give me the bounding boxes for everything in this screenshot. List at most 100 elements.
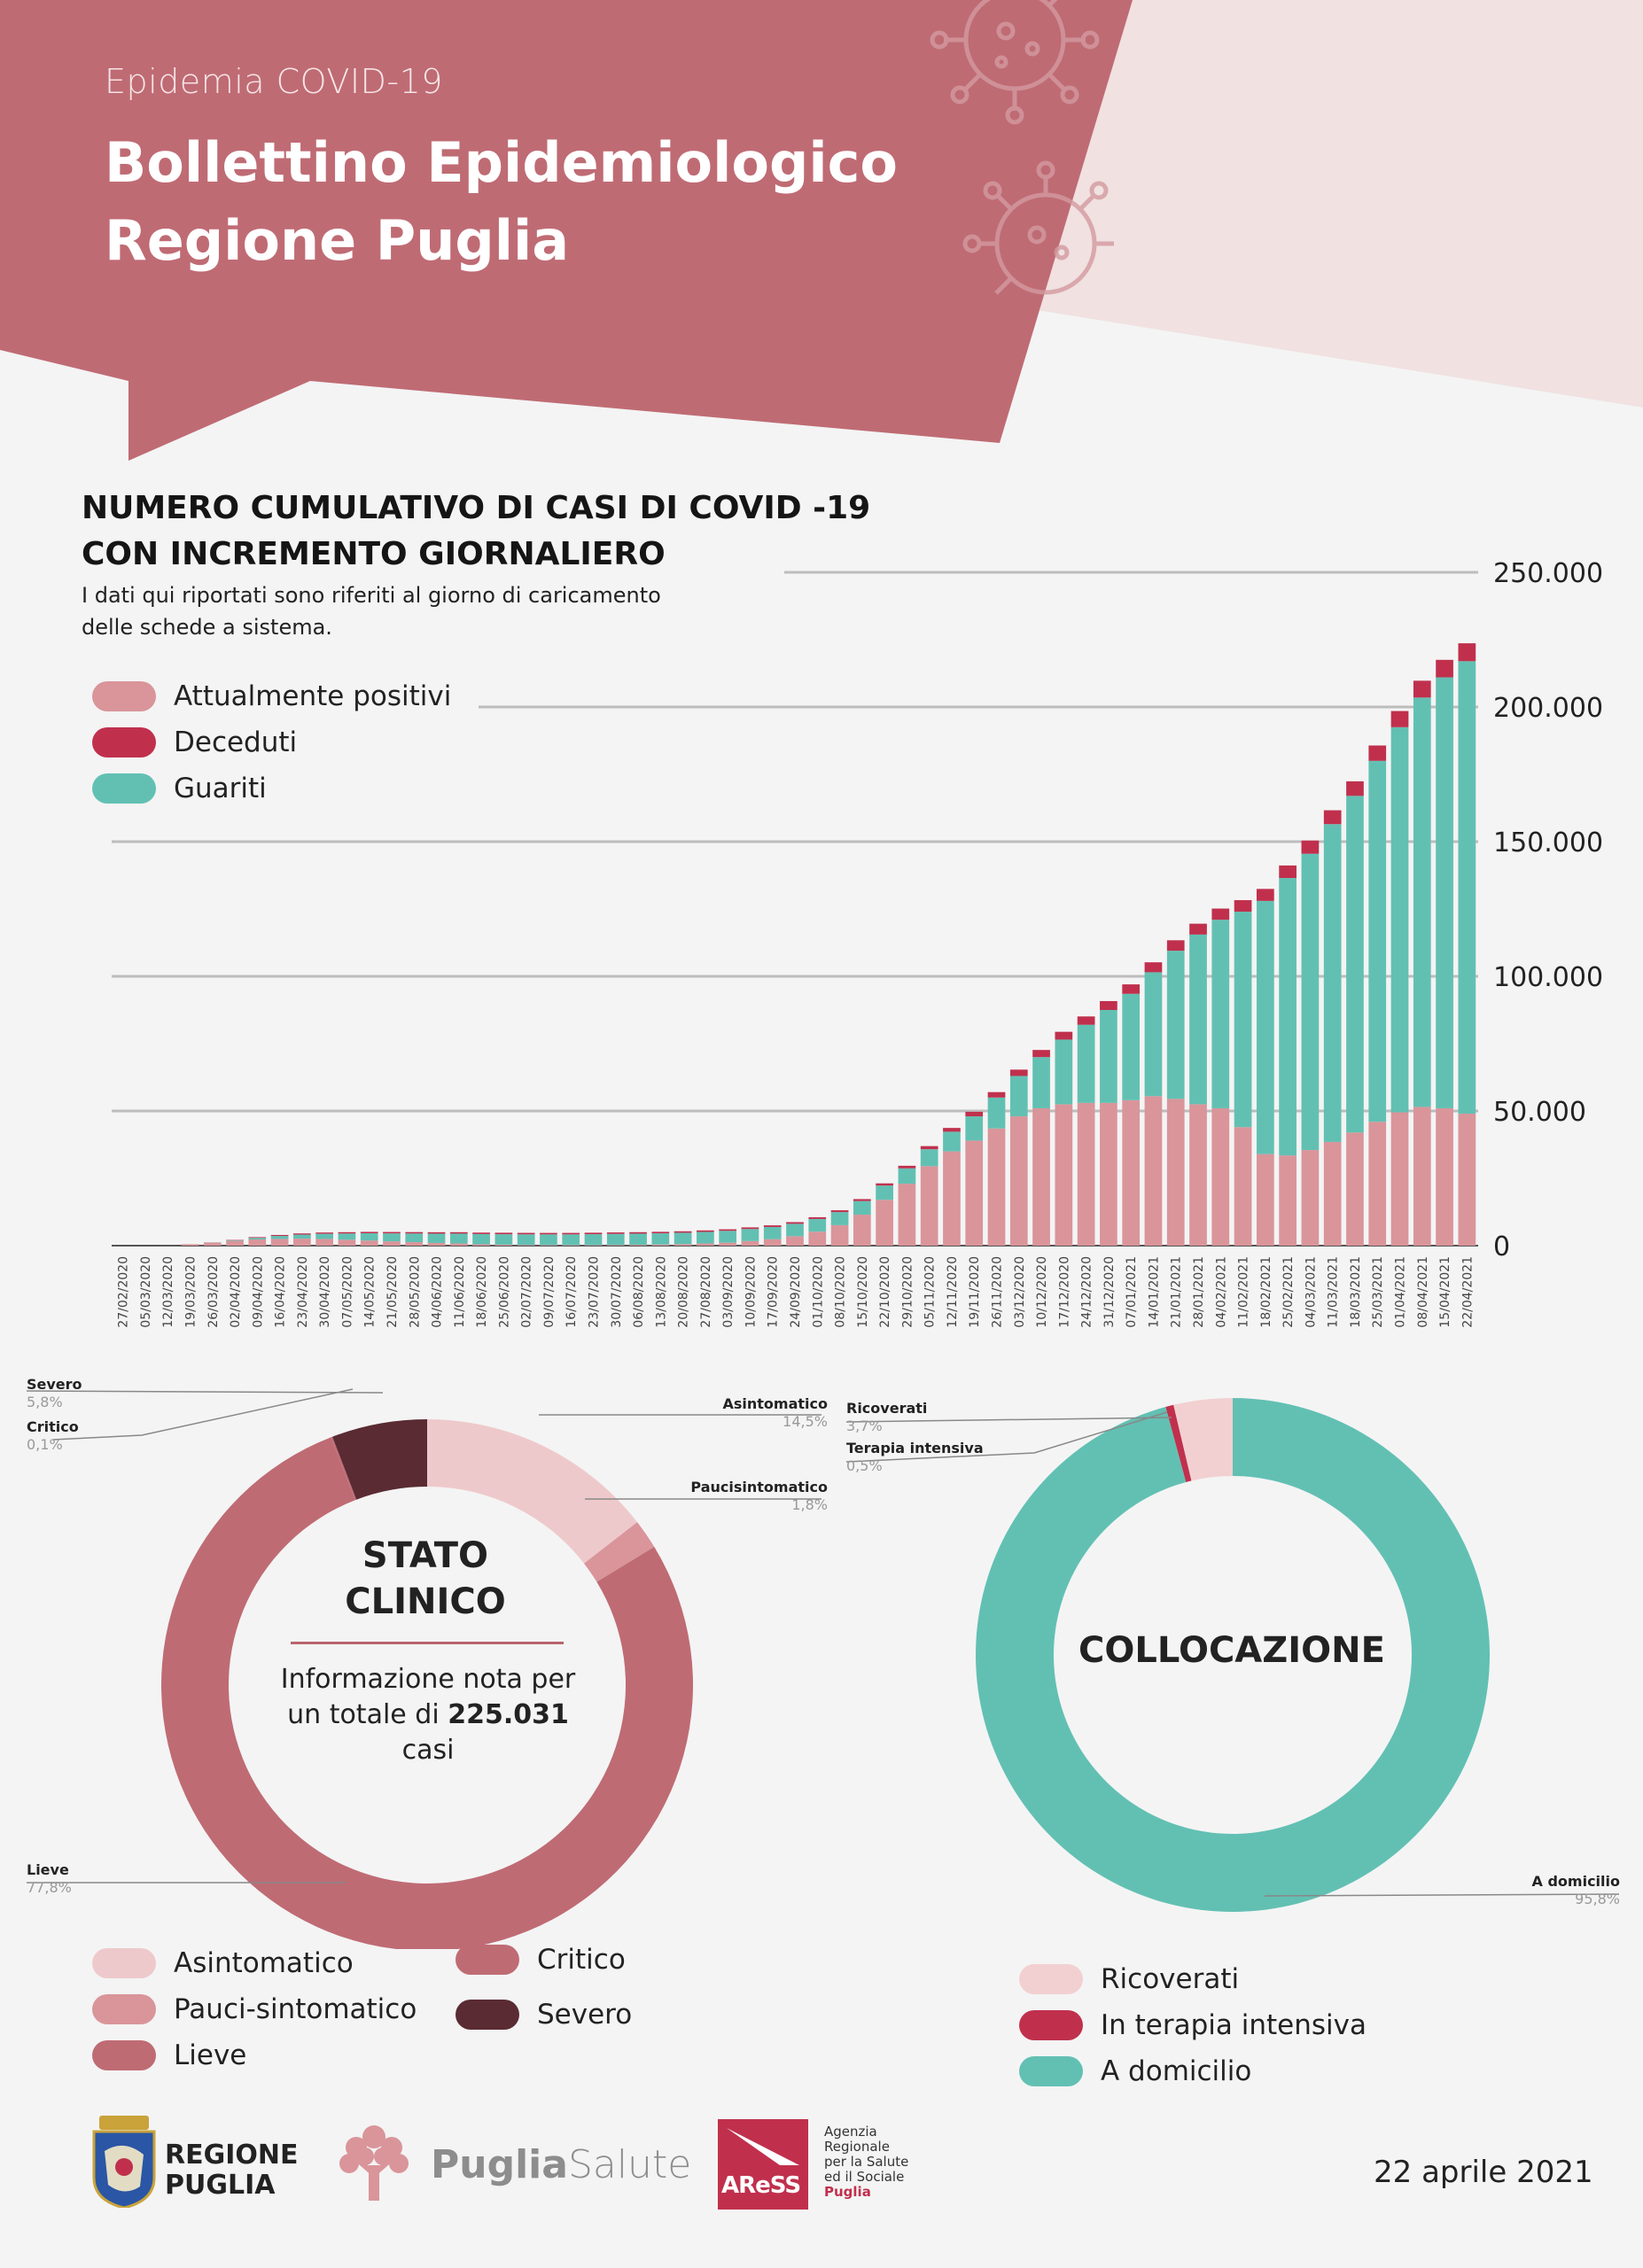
chart-title-line2: CON INCREMENTO GIORNALIERO: [82, 536, 666, 572]
bar-segment-guariti: [1458, 661, 1476, 1115]
bar-segment-guariti: [315, 1233, 334, 1239]
bar-16/07/2020: [562, 1232, 580, 1246]
bar-03/09/2020: [719, 1229, 737, 1246]
salute-word: Salute: [567, 2142, 692, 2187]
legend-swatch-asintomatico: [92, 1948, 156, 1978]
bar-segment-attualmente-positivi: [876, 1200, 893, 1246]
bar-segment-guariti: [1211, 920, 1230, 1108]
y-tick-label: 250.000: [1493, 558, 1603, 589]
x-tick-label: 25/06/2020: [497, 1256, 511, 1328]
bar-segment-deceduti: [360, 1231, 378, 1234]
regione-puglia-logo-text: REGIONE PUGLIA: [165, 2140, 298, 2201]
x-tick-label: 03/12/2020: [1013, 1256, 1027, 1328]
y-tick-label: 200.000: [1493, 693, 1603, 724]
bar-segment-guariti: [1323, 824, 1342, 1142]
legend-item-a-domicilio: A domicilio: [1019, 2055, 1367, 2087]
bar-segment-guariti: [540, 1234, 557, 1246]
legend-swatch-deceduti: [92, 727, 156, 757]
bar-segment-attualmente-positivi: [606, 1245, 625, 1246]
aress-desc-3: per la Salute: [824, 2154, 909, 2170]
bar-segment-deceduti: [1279, 865, 1296, 879]
legend-swatch-severo: [456, 2000, 519, 2030]
bar-segment-guariti: [562, 1234, 580, 1246]
annotation-severo-label: Severo: [27, 1376, 82, 1393]
bar-segment-deceduti: [876, 1183, 893, 1186]
bar-segment-attualmente-positivi: [1458, 1114, 1476, 1246]
bar-segment-deceduti: [494, 1232, 513, 1235]
bar-15/04/2021: [1436, 659, 1453, 1246]
annotation-ricoverati-pct: 3,7%: [846, 1418, 883, 1434]
bar-segment-attualmente-positivi: [405, 1242, 424, 1246]
annotation-ricoverati-label: Ricoverati: [846, 1400, 928, 1417]
x-tick-label: 30/07/2020: [610, 1256, 624, 1328]
collocazione-slice-terapia-intensiva: [1165, 1404, 1192, 1482]
bar-22/04/2021: [1458, 643, 1476, 1246]
chart-title-line1: NUMERO CUMULATIVO DI CASI DI COVID -19: [82, 490, 871, 526]
x-tick-label: 10/09/2020: [744, 1256, 758, 1328]
stato-legend-col1: Asintomatico Pauci-sintomatico Lieve: [92, 1947, 417, 2071]
x-tick-label: 07/05/2020: [340, 1256, 354, 1328]
bar-segment-attualmente-positivi: [1413, 1107, 1431, 1246]
x-tick-label: 18/03/2021: [1349, 1256, 1363, 1328]
bar-segment-deceduti: [315, 1232, 334, 1234]
y-tick-label: 0: [1493, 1231, 1510, 1262]
chart-title: NUMERO CUMULATIVO DI CASI DI COVID -19 C…: [82, 485, 870, 578]
bar-segment-guariti: [786, 1223, 804, 1237]
annotation-lieve: Lieve 77,8%: [27, 1861, 72, 1897]
bar-03/12/2020: [1009, 1069, 1028, 1246]
annotation-ti-label: Terapia intensiva: [846, 1440, 984, 1456]
stato-info-prefix: un totale di: [287, 1699, 440, 1730]
chart-note: I dati qui riportati sono riferiti al gi…: [82, 579, 661, 643]
bar-segment-deceduti: [763, 1225, 782, 1227]
bar-segment-deceduti: [427, 1231, 446, 1234]
bar-segment-guariti: [226, 1239, 244, 1241]
bar-segment-deceduti: [584, 1232, 603, 1235]
bar-segment-deceduti: [1055, 1031, 1073, 1040]
bar-segment-guariti: [472, 1233, 490, 1245]
bar-19/03/2020: [181, 1244, 199, 1246]
annotation-lieve-label: Lieve: [27, 1861, 69, 1878]
x-tick-label: 20/08/2020: [677, 1256, 691, 1328]
x-tick-label: 09/04/2020: [251, 1256, 265, 1328]
aress-description: Agenzia Regionale per la Salute ed il So…: [824, 2124, 908, 2200]
annotation-pauci-label: Paucisintomatico: [690, 1479, 828, 1495]
collocazione-legend: Ricoverati In terapia intensiva A domici…: [1019, 1963, 1367, 2087]
bar-segment-attualmente-positivi: [786, 1236, 804, 1246]
x-tick-label: 05/03/2020: [139, 1256, 153, 1328]
bar-11/06/2020: [449, 1231, 468, 1246]
aress-arrow-icon: [727, 2128, 799, 2165]
bar-22/10/2020: [876, 1183, 893, 1246]
bar-segment-attualmente-positivi: [965, 1140, 984, 1246]
bar-segment-guariti: [338, 1233, 356, 1240]
x-tick-label: 28/01/2021: [1192, 1256, 1206, 1328]
bar-segment-guariti: [360, 1233, 378, 1241]
stato-clinico-donut-chart: [26, 1388, 822, 1949]
header-light-shape: [1010, 0, 1643, 408]
bar-segment-attualmente-positivi: [1368, 1122, 1387, 1246]
x-tick-label: 14/05/2020: [363, 1256, 378, 1328]
x-tick-label: 01/10/2020: [811, 1256, 825, 1328]
bar-segment-attualmente-positivi: [1323, 1141, 1342, 1246]
bar-segment-guariti: [1009, 1076, 1028, 1117]
bar-segment-guariti: [943, 1131, 961, 1152]
bar-segment-guariti: [1279, 878, 1296, 1156]
legend-swatch-attualmente-positivi: [92, 681, 156, 711]
x-tick-label: 04/06/2020: [431, 1256, 445, 1328]
bar-segment-guariti: [405, 1233, 424, 1243]
annotation-asintomatico-pct: 14,5%: [783, 1413, 828, 1430]
bar-17/09/2020: [763, 1225, 782, 1246]
x-tick-label: 23/04/2020: [296, 1256, 310, 1328]
x-tick-label: 11/06/2020: [453, 1256, 467, 1328]
bar-segment-guariti: [898, 1168, 916, 1184]
legend-label-attualmente-positivi: Attualmente positivi: [174, 680, 452, 712]
bar-21/01/2021: [1166, 940, 1185, 1246]
bar-segment-attualmente-positivi: [1390, 1112, 1409, 1246]
x-tick-label: 25/03/2021: [1371, 1256, 1385, 1328]
bar-segment-guariti: [629, 1233, 647, 1246]
bar-19/11/2020: [965, 1111, 984, 1246]
chart-note-line1: I dati qui riportati sono riferiti al gi…: [82, 583, 661, 608]
legend-label-asintomatico: Asintomatico: [174, 1947, 354, 1979]
bar-segment-guariti: [1032, 1057, 1050, 1108]
leader-line: [26, 1390, 384, 1394]
stato-legend-col2: Critico Severo: [456, 1944, 632, 2031]
